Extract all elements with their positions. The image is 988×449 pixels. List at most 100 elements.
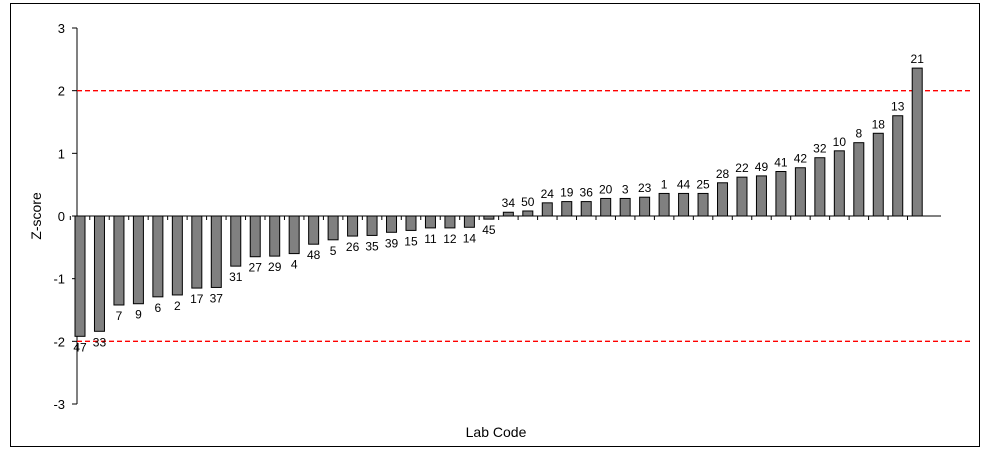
bar-label: 49	[755, 160, 769, 174]
bar	[717, 182, 729, 217]
bar	[814, 157, 826, 217]
bar-label: 4	[291, 258, 298, 272]
bar	[444, 215, 456, 229]
bar	[386, 215, 398, 233]
bar-label: 45	[482, 223, 496, 237]
bar	[152, 215, 164, 298]
bar-label: 29	[268, 260, 282, 274]
bar	[93, 215, 105, 332]
bar	[541, 202, 553, 217]
bar-label: 39	[385, 236, 399, 250]
bar	[327, 215, 339, 241]
bar	[775, 171, 787, 217]
bar	[230, 215, 242, 267]
y-tick-label: 1	[58, 146, 65, 161]
bar-label: 15	[404, 234, 418, 248]
bar-label: 34	[502, 196, 516, 210]
bar	[191, 215, 203, 289]
bar-label: 8	[855, 127, 862, 141]
bar	[502, 211, 514, 217]
bar-label: 14	[463, 231, 477, 245]
bar-label: 20	[599, 182, 613, 196]
bars	[69, 67, 923, 337]
bar	[74, 215, 86, 337]
bar-label: 18	[872, 117, 886, 131]
bar	[463, 215, 475, 228]
bar-label: 26	[346, 240, 360, 254]
chart-frame: -3 -2 -1 0 1 2 3 47 33 7 9 6 2 17 37 31 27 29 4 48 5 26 35 39 1…	[10, 3, 980, 447]
bar	[639, 196, 651, 217]
bar-label: 5	[330, 244, 337, 258]
bar-label: 27	[249, 261, 263, 275]
x-axis-label: Lab Code	[466, 424, 527, 440]
bar	[892, 115, 904, 217]
bar-label: 50	[521, 195, 535, 209]
bar-label: 13	[891, 100, 905, 114]
bar	[269, 215, 281, 257]
y-axis-label: Z-score	[28, 192, 44, 240]
bar	[210, 215, 222, 288]
bar	[872, 132, 884, 217]
bar	[619, 197, 631, 217]
bar-label: 6	[155, 301, 162, 315]
bar	[853, 142, 865, 217]
bar-label: 10	[833, 135, 847, 149]
bar	[288, 215, 300, 255]
bar-label: 23	[638, 181, 652, 195]
bar-label: 2	[174, 299, 181, 313]
bar-label: 17	[190, 292, 204, 306]
bar-label: 21	[911, 52, 925, 66]
bar	[132, 215, 144, 305]
bar	[347, 215, 359, 237]
bar	[424, 215, 436, 229]
y-tick-label: -3	[53, 397, 65, 412]
bar-label: 47	[73, 340, 87, 354]
bar-label: 35	[365, 239, 379, 253]
bar	[833, 150, 845, 217]
bar	[522, 210, 534, 217]
bar-label: 12	[443, 232, 457, 246]
bar	[308, 215, 320, 245]
bar	[561, 201, 573, 217]
bar	[366, 215, 378, 236]
bar-label: 28	[716, 167, 730, 181]
bar-label: 9	[135, 308, 142, 322]
bar-label: 37	[210, 291, 224, 305]
bar	[658, 192, 670, 217]
y-tick-label: -1	[53, 272, 65, 287]
bar-label: 44	[677, 177, 691, 191]
bar-label: 31	[229, 270, 243, 284]
bar-label: 1	[661, 177, 668, 191]
bar-label: 22	[735, 161, 749, 175]
y-tick-label: 0	[58, 209, 65, 224]
bar	[600, 197, 612, 217]
bar	[911, 67, 923, 217]
reference-lines	[77, 90, 971, 342]
bar	[794, 167, 806, 217]
bar	[405, 215, 417, 231]
bar	[113, 215, 125, 306]
y-tick-label: 2	[58, 84, 65, 99]
bar	[249, 215, 261, 258]
bar	[736, 176, 748, 217]
bar-label: 48	[307, 248, 321, 262]
bar-label: 3	[622, 182, 629, 196]
bar-label: 36	[580, 186, 594, 200]
bar-label: 32	[813, 142, 827, 156]
bar-label: 33	[93, 335, 107, 349]
bar-label: 7	[116, 309, 123, 323]
bar-label: 11	[424, 232, 437, 246]
bar-label: 24	[541, 187, 555, 201]
y-tick-label: 3	[58, 21, 65, 36]
bar	[678, 192, 690, 217]
bar-label: 42	[794, 152, 808, 166]
bar-label: 19	[560, 186, 574, 200]
bar-label: 41	[774, 156, 788, 170]
y-tick-label: -2	[53, 334, 65, 349]
bar	[697, 192, 709, 217]
bar	[171, 215, 183, 296]
bar	[755, 175, 767, 217]
bar-label: 25	[696, 177, 710, 191]
